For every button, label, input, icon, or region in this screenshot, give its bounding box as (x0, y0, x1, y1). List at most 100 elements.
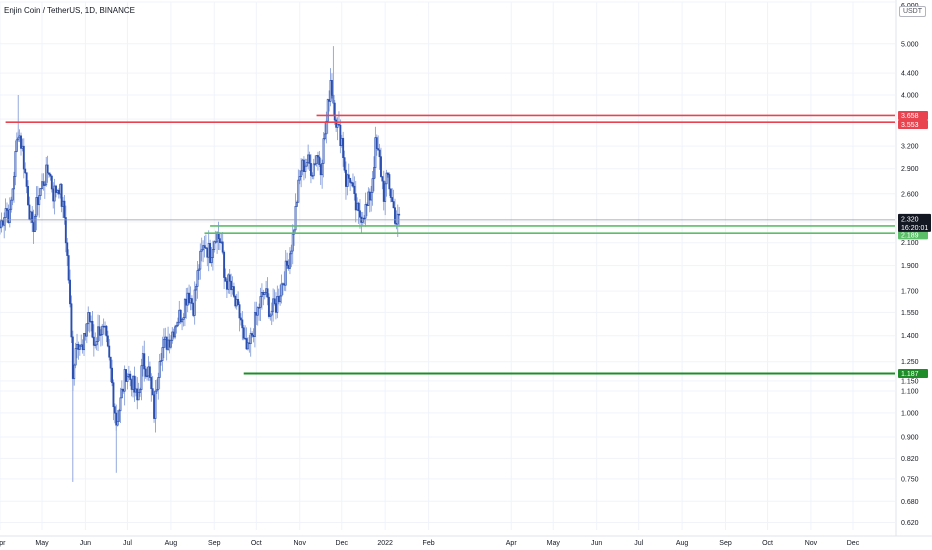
candle-body (17, 137, 20, 141)
candle-body (157, 377, 160, 391)
candle-body (346, 174, 349, 187)
candle-body (256, 307, 259, 316)
candle-body (248, 342, 251, 345)
x-tick-label: Sep (719, 540, 732, 547)
candle-body (77, 343, 80, 350)
candle-body (210, 257, 213, 264)
candle-body (88, 312, 91, 322)
level-badge-label: 2.189 (901, 232, 919, 239)
candle-body (112, 382, 115, 408)
candle-body (252, 334, 255, 337)
x-tick-label: Feb (423, 540, 435, 547)
candle-body (291, 233, 294, 252)
candle-body (74, 348, 77, 366)
y-tick-label: 3.200 (901, 144, 919, 151)
candle-body (330, 80, 333, 96)
candle-body (87, 312, 90, 325)
countdown-label: 16:20:01 (901, 225, 928, 232)
candle-body (350, 182, 353, 184)
candle-body (230, 280, 233, 291)
candle-body (70, 303, 73, 338)
y-tick-label: 2.900 (901, 166, 919, 173)
candle-body (43, 184, 46, 186)
candle-body (374, 137, 377, 169)
candles-group (0, 46, 401, 482)
candle-body (148, 366, 151, 378)
candle-body (6, 208, 8, 211)
candle-body (394, 207, 396, 224)
currency-badge[interactable]: USDT (898, 6, 926, 17)
candle-body (41, 181, 43, 189)
candle-body (308, 154, 311, 164)
level-badge-label: 3.658 (901, 113, 919, 120)
candle-body (318, 156, 321, 165)
candle-body (175, 325, 178, 328)
candle-body (130, 379, 133, 390)
candle-body (319, 164, 322, 176)
y-tick-label: 4.000 (901, 92, 919, 99)
candle-body (338, 123, 340, 126)
candle-body (347, 174, 350, 179)
candle-body (137, 391, 140, 401)
candle-body (162, 339, 165, 348)
candle-body (288, 253, 291, 269)
candle-body (224, 277, 227, 282)
y-tick-label: 2.100 (901, 240, 919, 247)
candle-body (63, 200, 66, 218)
x-tick-label: 2022 (377, 540, 393, 547)
candle-body (206, 248, 209, 258)
candle-body (182, 317, 185, 320)
y-tick-label: 5.000 (901, 41, 919, 48)
candle-body (185, 298, 188, 306)
candle-body (396, 213, 399, 225)
candle-body (0, 226, 1, 229)
candle-body (349, 177, 352, 183)
candle-body (97, 326, 99, 342)
y-tick-label: 2.600 (901, 191, 919, 198)
candle-body (80, 344, 83, 347)
x-tick-label: Apr (0, 540, 6, 547)
candle-body (300, 170, 303, 177)
candle-body (178, 309, 181, 323)
candle-body (183, 298, 186, 318)
candle-body (384, 183, 387, 202)
y-tick-label: 1.700 (901, 289, 919, 296)
candle-body (274, 303, 277, 313)
candle-body (62, 200, 64, 207)
candle-body (304, 165, 307, 172)
candle-body (302, 159, 305, 172)
candle-body (244, 337, 247, 340)
candle-body (27, 186, 29, 206)
candle-body (188, 292, 191, 304)
candle-body (105, 325, 108, 337)
candle-body (297, 179, 300, 203)
candle-body (199, 250, 202, 270)
candle-body (227, 274, 230, 290)
candle-body (265, 288, 268, 293)
candle-body (294, 206, 297, 231)
candle-body (388, 174, 391, 190)
candle-body (345, 169, 347, 187)
candle-body (377, 148, 380, 151)
candle-body (60, 184, 63, 207)
x-tick-label: Jun (80, 540, 91, 547)
candle-body (239, 317, 242, 321)
candle-body (387, 172, 389, 175)
candle-body (22, 145, 25, 170)
candle-body (116, 420, 119, 426)
x-tick-label: Oct (762, 540, 773, 547)
candle-body (176, 321, 179, 326)
candle-body (193, 289, 196, 316)
candle-body (161, 347, 164, 361)
candle-body (287, 265, 290, 269)
candle-body (99, 334, 102, 336)
candle-body (381, 176, 384, 182)
candle-body (186, 292, 189, 306)
candle-body (309, 163, 312, 176)
candle-body (373, 167, 375, 180)
candle-body (10, 199, 13, 210)
candle-body (57, 190, 60, 195)
candle-body (262, 292, 265, 295)
